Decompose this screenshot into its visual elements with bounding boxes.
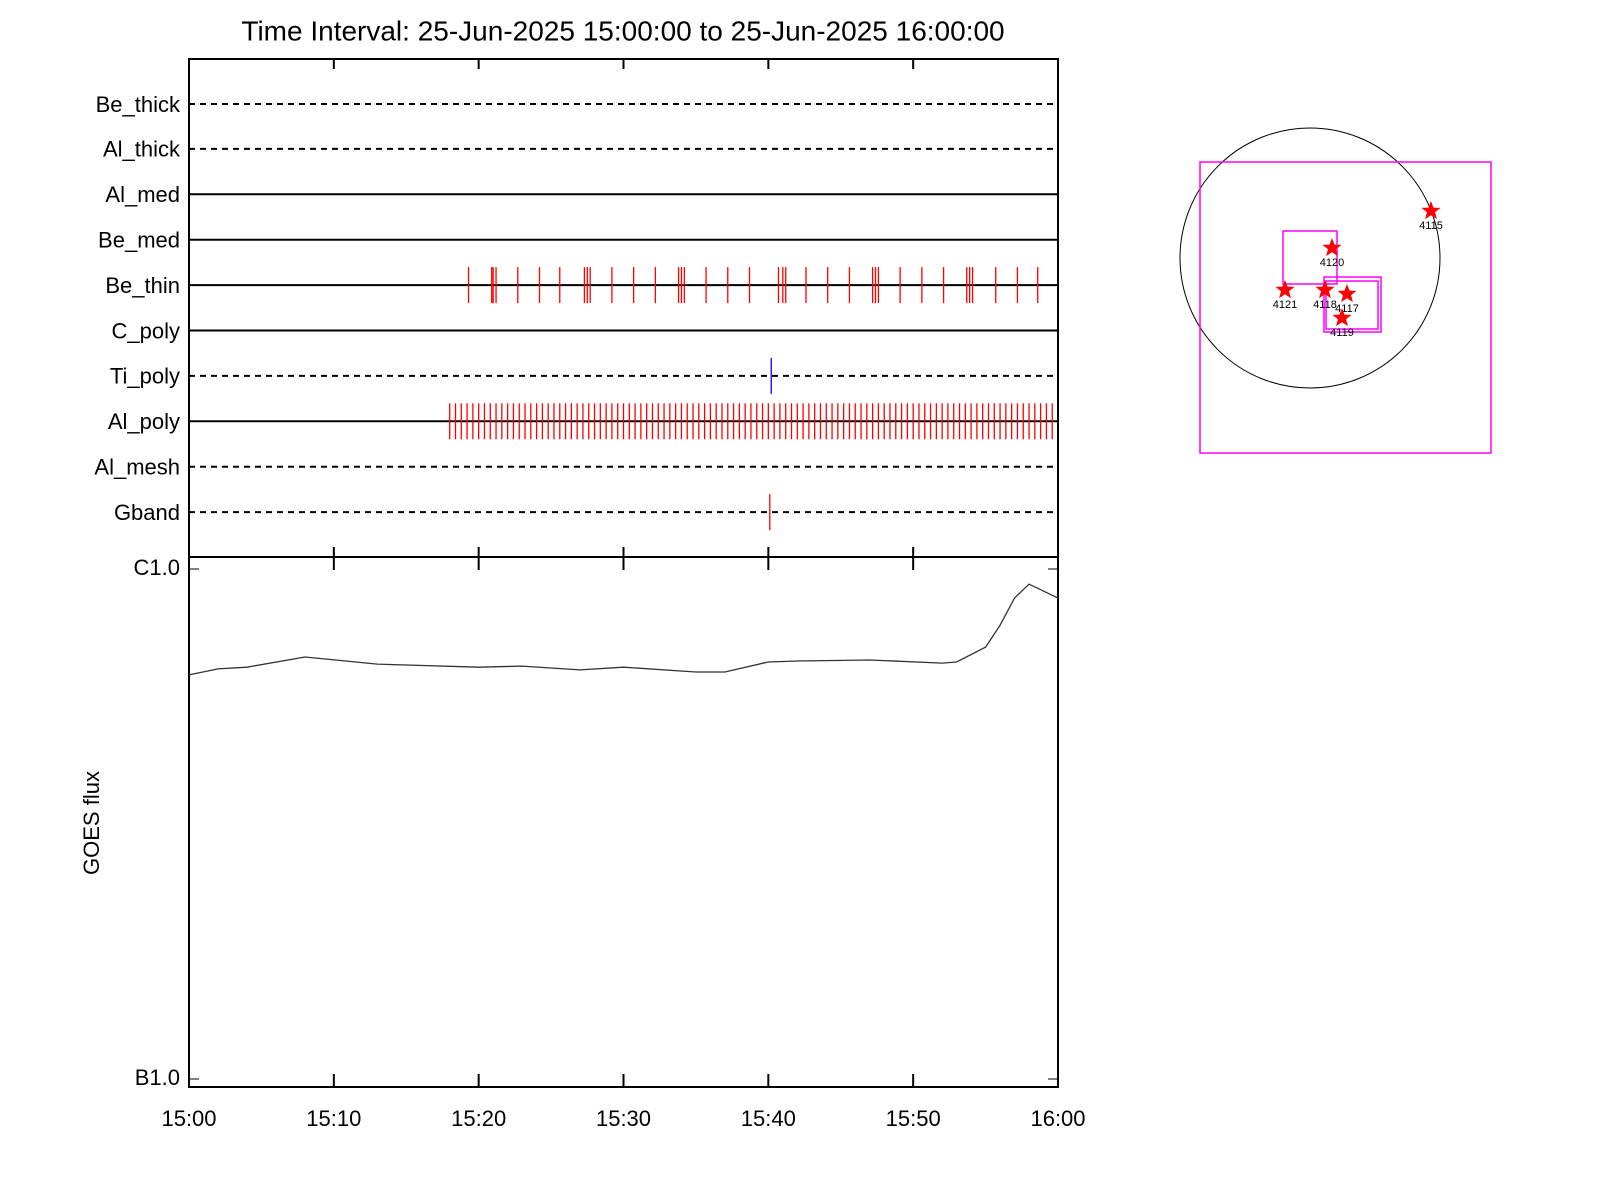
source-star xyxy=(1337,284,1357,303)
x-tick-label: 16:00 xyxy=(1030,1106,1085,1131)
source-star xyxy=(1315,280,1335,299)
x-tick-label: 15:50 xyxy=(886,1106,941,1131)
channel-label: Al_poly xyxy=(108,409,180,434)
fov-box xyxy=(1325,280,1379,330)
x-tick-label: 15:20 xyxy=(451,1106,506,1131)
source-label: 4115 xyxy=(1419,220,1443,232)
channel-label: Be_thick xyxy=(96,92,181,117)
y-tick-label: B1.0 xyxy=(135,1065,180,1090)
chart-title: Time Interval: 25-Jun-2025 15:00:00 to 2… xyxy=(241,15,1004,46)
source-star xyxy=(1322,238,1342,257)
source-label: 4118 xyxy=(1313,299,1337,311)
channel-label: Al_thick xyxy=(103,137,181,162)
channel-label: Gband xyxy=(114,500,180,525)
channel-label: C_poly xyxy=(112,318,180,343)
channel-label: Be_thin xyxy=(105,273,180,298)
y-tick-label: C1.0 xyxy=(134,555,180,580)
fov-box xyxy=(1282,230,1338,285)
channel-label: Ti_poly xyxy=(110,364,180,389)
fov-box xyxy=(1323,276,1382,333)
channel-label: Al_med xyxy=(105,182,180,207)
source-label: 4121 xyxy=(1273,299,1297,311)
source-label: 4117 xyxy=(1335,303,1359,315)
x-tick-label: 15:40 xyxy=(741,1106,796,1131)
y-axis-label: GOES flux xyxy=(79,771,104,875)
solar-disk xyxy=(1179,127,1441,389)
source-star xyxy=(1421,201,1441,220)
channel-label: Al_mesh xyxy=(94,455,180,480)
source-star xyxy=(1275,280,1295,299)
x-tick-label: 15:30 xyxy=(596,1106,651,1131)
channel-label: Be_med xyxy=(98,228,180,253)
source-label: 4120 xyxy=(1320,257,1344,269)
source-label: 4119 xyxy=(1330,327,1354,339)
x-tick-label: 15:00 xyxy=(161,1106,216,1131)
fov-box xyxy=(1199,161,1492,454)
x-tick-label: 15:10 xyxy=(306,1106,361,1131)
flux-line xyxy=(188,583,1059,676)
source-star xyxy=(1332,308,1352,327)
